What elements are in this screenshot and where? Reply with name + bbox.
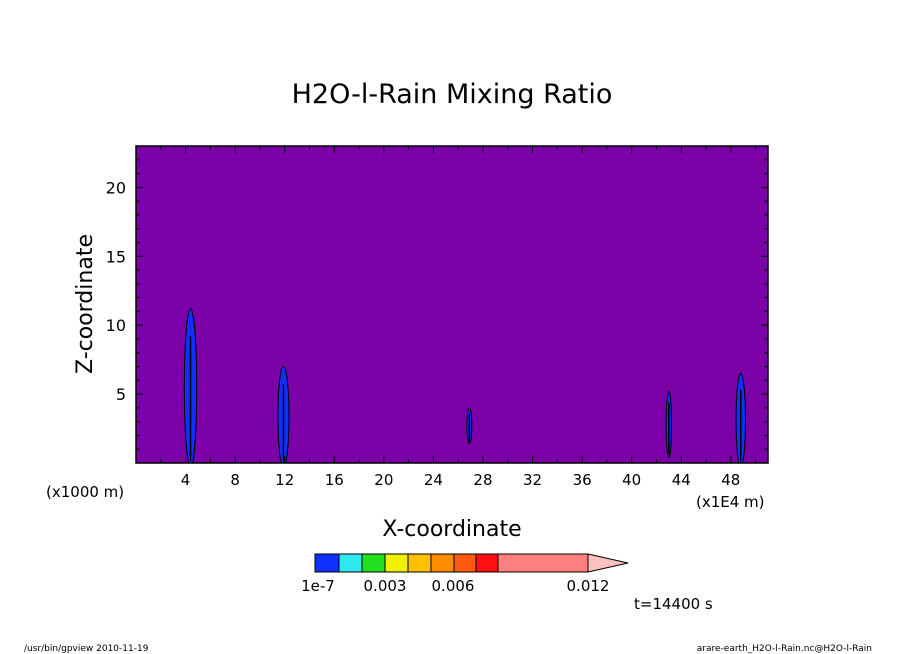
time-label: t=14400 s <box>634 595 713 613</box>
colorbar-segment <box>362 554 385 572</box>
colorbar-segment <box>408 554 431 572</box>
x-tick-label: 20 <box>374 471 393 489</box>
plot-background <box>136 146 768 463</box>
x-tick-label: 8 <box>230 471 240 489</box>
colorbar-arrow <box>588 554 628 572</box>
x-tick-label: 24 <box>424 471 443 489</box>
x-tick-label: 28 <box>473 471 492 489</box>
colorbar-segment <box>431 554 454 572</box>
x-tick-label: 48 <box>721 471 740 489</box>
x-tick-label: 32 <box>523 471 542 489</box>
footer-right: arare-earth_H2O-l-Rain.nc@H2O-l-Rain <box>697 644 872 654</box>
colorbar-segment <box>339 554 362 572</box>
colorbar-label: 0.012 <box>567 577 610 595</box>
x-tick-label: 44 <box>672 471 691 489</box>
x-tick-label: 36 <box>573 471 592 489</box>
colorbar-label: 0.003 <box>364 577 407 595</box>
colorbar-segment <box>454 554 476 572</box>
plot-area <box>136 146 768 467</box>
colorbar: 1e-7 0.003 0.006 0.012 <box>301 554 628 595</box>
colorbar-segment <box>385 554 408 572</box>
colorbar-segment <box>315 554 339 572</box>
x-unit-right: (x1E4 m) <box>696 493 765 511</box>
x-unit-left: (x1000 m) <box>46 483 124 501</box>
footer-left: /usr/bin/gpview 2010-11-19 <box>24 644 149 654</box>
y-tick-label: 20 <box>106 178 126 197</box>
y-tick-label: 5 <box>116 385 126 404</box>
chart-title: H2O-l-Rain Mixing Ratio <box>292 79 613 110</box>
x-axis-label: X-coordinate <box>382 517 521 542</box>
x-tick-label: 4 <box>181 471 191 489</box>
x-tick-label: 12 <box>275 471 294 489</box>
x-tick-label: 16 <box>325 471 344 489</box>
y-axis-label: Z-coordinate <box>73 234 98 374</box>
colorbar-label: 0.006 <box>432 577 475 595</box>
colorbar-segment <box>476 554 498 572</box>
y-tick-label: 15 <box>106 247 126 266</box>
colorbar-segment <box>498 554 588 572</box>
colorbar-label: 1e-7 <box>301 577 335 595</box>
x-tick-label: 40 <box>622 471 641 489</box>
y-tick-label: 10 <box>106 316 126 335</box>
